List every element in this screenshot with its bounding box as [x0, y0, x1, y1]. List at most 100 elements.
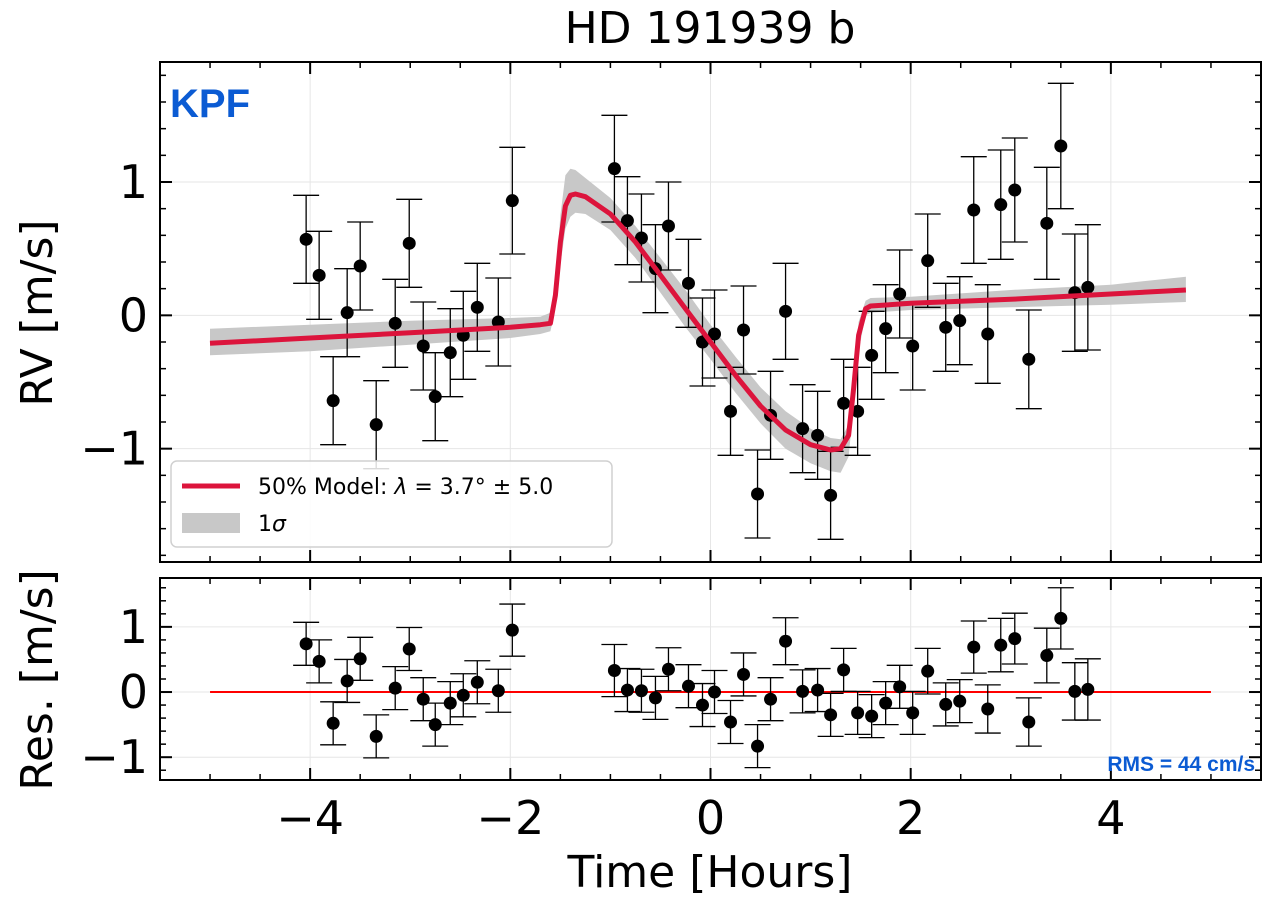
top-data-point [326, 394, 340, 408]
legend-band-sigma: σ [272, 512, 287, 537]
bottom-xtick-label: 0 [696, 791, 725, 845]
bottom-xtick-label: 2 [896, 791, 925, 845]
bottom-data-point [491, 684, 505, 698]
bottom-data-point [312, 654, 326, 668]
rms-label: RMS = 44 cm/s [1107, 753, 1255, 776]
legend-band-label: 1σ [258, 512, 287, 537]
instrument-label: KPF [170, 82, 250, 126]
bottom-data-point [1054, 611, 1068, 625]
bottom-data-point [634, 684, 648, 698]
top-ytick-label: −1 [80, 422, 148, 476]
top-data-point [340, 306, 354, 320]
top-data-point [634, 231, 648, 245]
legend-model-label: 50% Model: λ = 3.7° ± 5.0 [258, 475, 553, 500]
bottom-ytick-label: 0 [119, 665, 148, 719]
bottom-data-point [620, 683, 634, 697]
bottom-data-point [724, 715, 738, 729]
top-ytick-label: 0 [119, 288, 148, 342]
figure-title: HD 191939 b [565, 3, 856, 54]
bottom-points-group [293, 587, 1101, 769]
top-data-point [402, 236, 416, 250]
bottom-data-point [443, 696, 457, 710]
top-data-point [851, 404, 865, 418]
bottom-data-point [967, 640, 981, 654]
bottom-data-point [1040, 649, 1054, 663]
top-data-point [1054, 139, 1068, 153]
top-data-point [796, 422, 810, 436]
bottom-data-point [893, 680, 907, 694]
top-data-point [1040, 216, 1054, 230]
legend-model-value: = 3.7° ± 5.0 [407, 475, 553, 500]
top-data-point [981, 327, 995, 341]
top-axes-frame [159, 61, 1262, 563]
bottom-data-point [994, 638, 1008, 652]
top-data-point [921, 254, 935, 268]
bottom-data-point [837, 663, 851, 677]
bottom-data-point [764, 692, 778, 706]
top-data-point [470, 300, 484, 314]
bottom-data-point [906, 706, 920, 720]
bottom-data-point [428, 718, 442, 732]
bottom-data-point [505, 623, 519, 637]
top-data-point [681, 276, 695, 290]
bottom-data-point [402, 642, 416, 656]
bottom-data-point [811, 683, 825, 697]
bottom-data-point [865, 709, 879, 723]
bottom-data-point [369, 729, 383, 743]
bottom-data-point [953, 694, 967, 708]
legend-band-one: 1 [258, 512, 272, 537]
top-data-point [724, 404, 738, 418]
bottom-data-point [470, 675, 484, 689]
bottom-data-point [326, 716, 340, 730]
legend-model-lambda: λ [393, 475, 407, 500]
top-data-point [505, 194, 519, 208]
bottom-data-point [607, 664, 621, 678]
bottom-data-point [1008, 632, 1022, 646]
bottom-data-point [1022, 715, 1036, 729]
bottom-data-point [851, 706, 865, 720]
top-data-point [939, 320, 953, 334]
legend: 50% Model: λ = 3.7° ± 5.0 1σ [170, 460, 613, 548]
top-data-point [428, 390, 442, 404]
bottom-data-point [879, 696, 893, 710]
top-data-point [953, 314, 967, 328]
top-model-group [209, 191, 1187, 453]
top-data-point [837, 396, 851, 410]
top-data-point [1022, 352, 1036, 366]
bottom-data-point [695, 698, 709, 712]
top-panel: −1 0 1 KPF RV [m/s] 50% Model: λ = 3.7° ± … [12, 61, 1262, 563]
top-data-point [661, 219, 675, 233]
bottom-grid [160, 578, 1261, 780]
bottom-data-point [981, 702, 995, 716]
top-data-point [312, 268, 326, 282]
bottom-data-point [708, 685, 722, 699]
top-data-point [388, 316, 402, 330]
bottom-xtick-label: 4 [1096, 791, 1125, 845]
top-data-point [737, 323, 751, 337]
top-data-point [811, 428, 825, 442]
bottom-data-point [737, 667, 751, 681]
bottom-data-point [751, 739, 765, 753]
top-data-point [299, 232, 313, 246]
bottom-ticks: −4 −2 0 2 4 −1 0 1 [80, 578, 1262, 845]
bottom-xtick-label: −2 [476, 791, 544, 845]
bottom-data-point [353, 652, 367, 666]
bottom-data-point [456, 688, 470, 702]
top-data-point [967, 203, 981, 217]
model-line [209, 191, 1187, 453]
top-data-point [620, 214, 634, 228]
top-data-point [879, 322, 893, 336]
top-data-point [443, 346, 457, 360]
legend-band-swatch [182, 513, 240, 533]
bottom-data-point [648, 691, 662, 705]
top-data-point [491, 315, 505, 329]
bottom-data-point [796, 684, 810, 698]
bottom-xtick-label: −4 [276, 791, 344, 845]
top-data-point [994, 198, 1008, 212]
top-data-point [779, 304, 793, 318]
top-data-point [865, 348, 879, 362]
top-ytick-label: 1 [119, 155, 148, 209]
top-confidence-band-group [210, 168, 1186, 473]
top-data-point [906, 339, 920, 353]
